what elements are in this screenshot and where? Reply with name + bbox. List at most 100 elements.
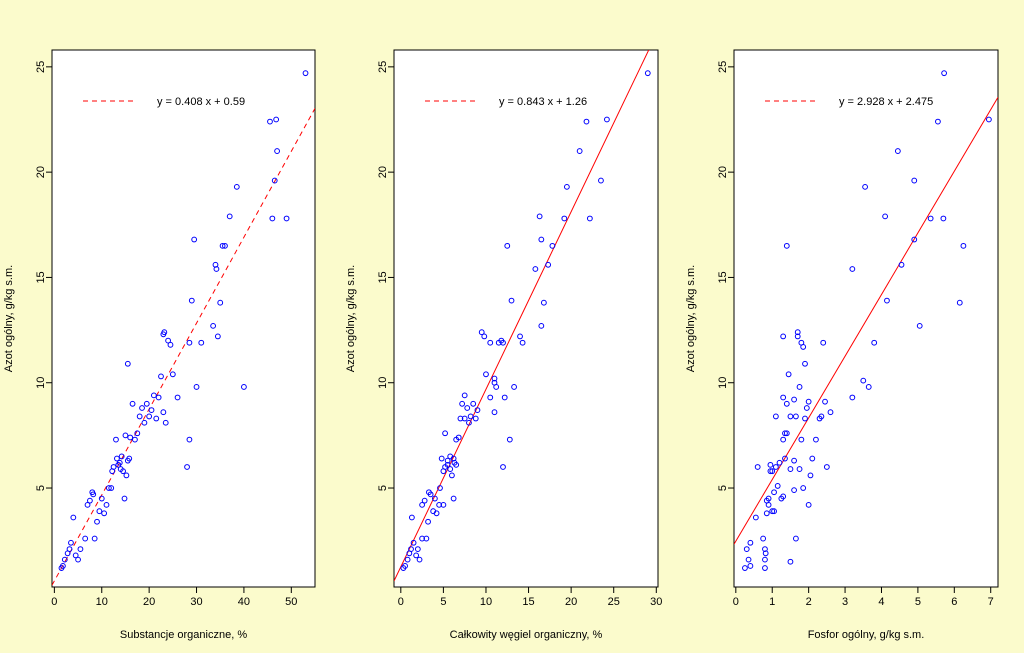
data-point	[455, 434, 462, 441]
data-point	[158, 373, 164, 380]
data-point	[532, 266, 539, 272]
data-point	[940, 215, 947, 222]
data-point	[809, 455, 816, 462]
data-point	[771, 508, 777, 515]
data-point	[214, 333, 221, 340]
data-point	[561, 215, 568, 222]
x-tick-label: 0	[733, 596, 739, 608]
data-point	[72, 552, 79, 559]
x-axis-title: Całkowity węgiel organiczny, %	[450, 629, 603, 641]
data-point	[765, 495, 772, 502]
legend: y = 0.843 x + 1.26	[425, 96, 587, 108]
data-point	[763, 510, 770, 517]
x-tick-label: 2	[806, 596, 812, 608]
data-point	[747, 563, 754, 569]
data-point	[96, 508, 103, 515]
data-point	[549, 242, 556, 249]
data-point	[421, 497, 428, 504]
data-point	[136, 413, 143, 420]
data-point	[487, 339, 494, 346]
y-tick-label: 10	[35, 377, 47, 389]
data-point	[803, 405, 810, 411]
y-tick-label: 25	[377, 61, 389, 73]
data-point	[472, 415, 479, 422]
data-point	[433, 510, 440, 517]
data-point	[787, 466, 794, 472]
data-point	[132, 436, 138, 443]
x-tick-label: 40	[238, 596, 250, 608]
data-point	[466, 419, 472, 426]
data-point	[233, 183, 240, 190]
data-point	[302, 70, 309, 77]
data-point	[772, 464, 779, 470]
x-tick-label: 0	[51, 596, 57, 608]
data-point	[501, 394, 508, 401]
data-point	[241, 384, 247, 390]
data-point	[794, 333, 801, 340]
data-point	[827, 409, 834, 416]
x-tick-label: 10	[96, 596, 108, 608]
data-point	[160, 409, 167, 416]
plot-area	[393, 49, 659, 588]
data-point	[782, 430, 788, 437]
data-point	[802, 415, 808, 422]
data-point	[762, 565, 768, 571]
data-point	[127, 434, 134, 441]
data-point	[450, 495, 457, 502]
data-point	[59, 563, 66, 569]
y-axis-title: Azot ogólny, g/kg s.m.	[345, 265, 357, 372]
data-point	[198, 339, 205, 346]
data-point	[165, 337, 171, 344]
data-point	[442, 430, 448, 437]
data-point	[583, 118, 590, 125]
data-point	[849, 394, 856, 401]
data-point	[444, 457, 451, 464]
data-point	[780, 394, 787, 401]
legend-label: y = 0.408 x + 0.59	[157, 96, 245, 108]
data-point	[427, 491, 434, 498]
data-point	[771, 489, 777, 496]
data-point	[464, 405, 471, 411]
data-point	[754, 464, 761, 470]
data-point	[75, 556, 81, 563]
data-point	[894, 148, 901, 154]
data-point	[805, 501, 812, 508]
data-point	[453, 461, 460, 468]
data-point	[745, 556, 752, 563]
data-point	[108, 485, 115, 491]
data-point	[762, 546, 768, 552]
x-tick-label: 30	[190, 596, 202, 608]
data-point	[604, 116, 610, 123]
data-point	[644, 70, 651, 77]
data-point	[511, 384, 517, 390]
data-point	[800, 344, 807, 350]
data-point	[780, 333, 787, 340]
data-point	[517, 333, 523, 340]
data-point	[143, 400, 150, 407]
data-point	[408, 514, 415, 521]
data-point	[467, 413, 474, 420]
data-point	[504, 242, 511, 249]
data-point	[425, 518, 431, 525]
data-point	[849, 266, 856, 272]
data-point	[110, 464, 117, 470]
data-point	[985, 116, 992, 123]
data-point	[491, 409, 498, 416]
data-point	[787, 558, 794, 565]
data-point	[222, 242, 228, 249]
legend-label: y = 0.843 x + 1.26	[499, 96, 587, 108]
data-point	[956, 299, 963, 306]
data-point	[148, 407, 155, 414]
data-point	[500, 464, 506, 470]
data-point	[423, 535, 430, 542]
data-point	[419, 501, 426, 508]
data-point	[805, 398, 812, 405]
y-tick-label: 15	[377, 271, 389, 283]
regression-line	[52, 108, 315, 586]
data-point	[862, 183, 868, 190]
data-point	[217, 299, 224, 306]
data-point	[68, 539, 74, 546]
data-point	[273, 116, 280, 123]
data-point	[576, 148, 583, 154]
